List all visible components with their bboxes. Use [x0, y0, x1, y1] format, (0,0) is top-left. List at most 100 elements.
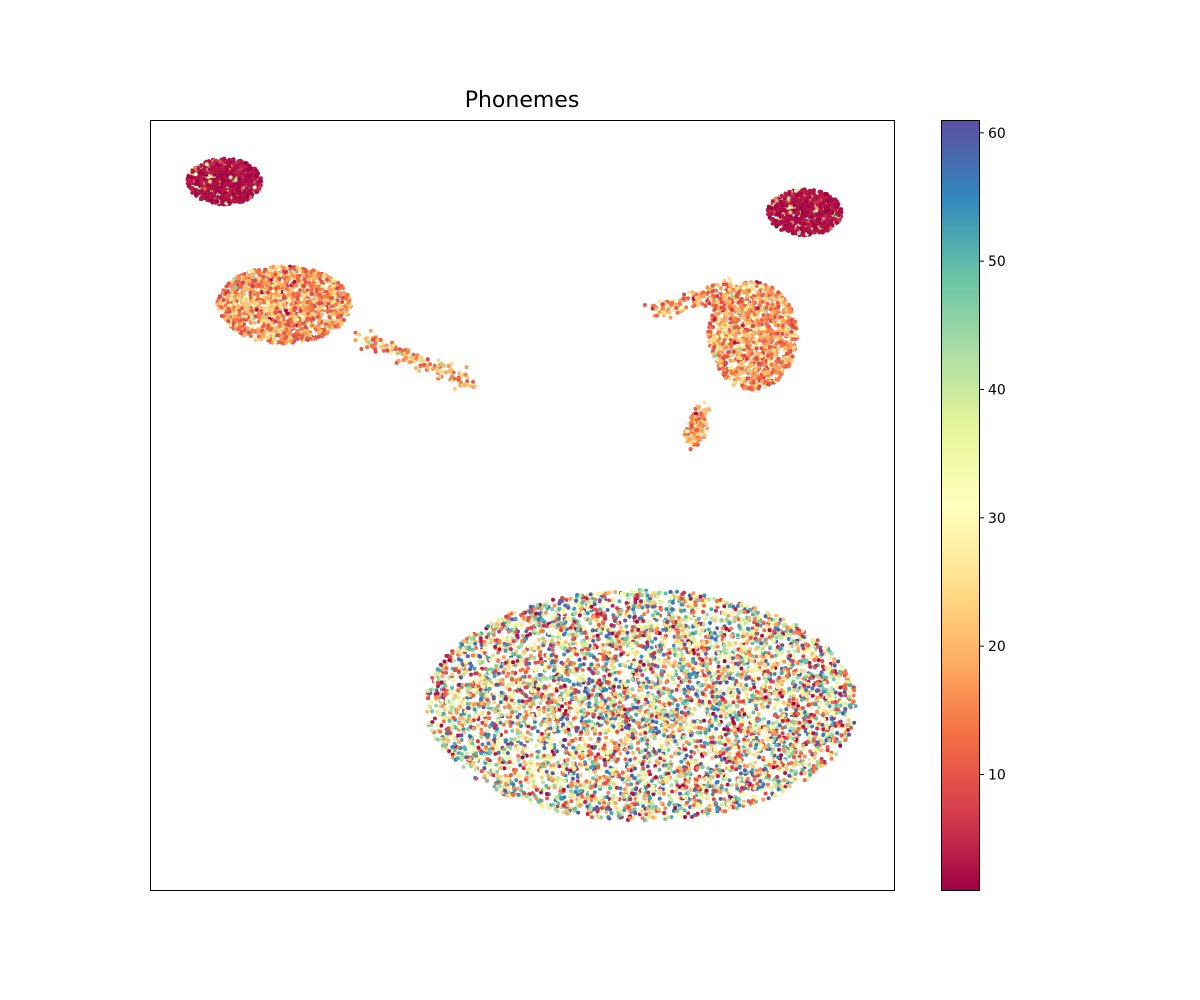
- scatter-point: [553, 700, 558, 704]
- scatter-point: [577, 657, 582, 662]
- scatter-point: [721, 777, 726, 782]
- scatter-point: [627, 808, 632, 812]
- scatter-point: [435, 691, 440, 696]
- scatter-point: [751, 668, 755, 673]
- scatter-point: [708, 621, 712, 625]
- scatter-point: [783, 771, 788, 775]
- scatter-point: [488, 620, 493, 625]
- scatter-point: [712, 731, 717, 736]
- scatter-point: [799, 697, 804, 702]
- scatter-point: [771, 662, 776, 667]
- scatter-point: [842, 690, 847, 695]
- scatter-point: [587, 756, 592, 761]
- scatter-point: [506, 671, 511, 676]
- scatter-point: [549, 777, 554, 782]
- scatter-point: [725, 664, 730, 669]
- scatter-point: [813, 720, 818, 725]
- scatter-point: [617, 808, 622, 813]
- scatter-point: [731, 692, 736, 697]
- scatter-point: [802, 721, 807, 726]
- scatter-point: [592, 602, 597, 607]
- scatter-point: [671, 615, 676, 620]
- scatter-point: [666, 656, 671, 660]
- scatter-point: [772, 732, 777, 737]
- scatter-point: [650, 719, 655, 724]
- scatter-point: [704, 788, 709, 793]
- scatter-point: [813, 747, 818, 752]
- scatter-point: [621, 662, 625, 667]
- scatter-point: [752, 685, 757, 690]
- scatter-point: [690, 783, 695, 788]
- scatter-point: [830, 700, 835, 705]
- scatter-point: [642, 612, 647, 617]
- scatter-point: [459, 700, 464, 705]
- scatter-point: [656, 690, 661, 695]
- scatter-point: [450, 752, 455, 757]
- scatter-point: [478, 654, 483, 659]
- scatter-point: [803, 762, 808, 767]
- scatter-point: [501, 655, 506, 660]
- scatter-point: [676, 683, 681, 688]
- scatter-point: [562, 625, 566, 630]
- scatter-point: [762, 628, 767, 633]
- scatter-point: [706, 684, 711, 689]
- scatter-point: [733, 641, 738, 645]
- scatter-point: [682, 642, 687, 647]
- scatter-point: [653, 636, 658, 641]
- scatter-point: [567, 662, 572, 667]
- scatter-point: [469, 672, 473, 677]
- scatter-point: [616, 694, 621, 699]
- scatter-point: [728, 703, 733, 708]
- scatter-point: [591, 776, 596, 781]
- scatter-point: [749, 719, 754, 724]
- scatter-point: [460, 755, 465, 760]
- scatter-point: [741, 617, 746, 622]
- scatter-point: [661, 627, 666, 632]
- scatter-point: [494, 762, 499, 767]
- scatter-point: [760, 633, 765, 638]
- scatter-point: [714, 754, 719, 759]
- scatter-point: [635, 705, 640, 710]
- scatter-point: [837, 670, 842, 675]
- scatter-point: [742, 763, 747, 768]
- scatter-point: [718, 680, 723, 685]
- scatter-point: [853, 704, 858, 709]
- scatter-point: [517, 703, 522, 708]
- scatter-point: [705, 612, 710, 617]
- scatter-point: [574, 598, 579, 603]
- scatter-point: [578, 783, 583, 788]
- scatter-point: [469, 632, 474, 637]
- scatter-point: [585, 611, 590, 616]
- scatter-point: [657, 730, 661, 734]
- scatter-point: [630, 625, 635, 629]
- scatter-point: [516, 753, 521, 758]
- scatter-point: [654, 720, 659, 725]
- scatter-point: [634, 786, 639, 791]
- scatter-point: [830, 741, 835, 746]
- scatter-point: [545, 796, 550, 801]
- scatter-point: [606, 741, 611, 746]
- scatter-point: [563, 697, 568, 702]
- scatter-point: [471, 726, 476, 731]
- scatter-point: [579, 631, 584, 636]
- scatter-point: [510, 710, 515, 715]
- scatter-point: [554, 609, 559, 614]
- scatter-point: [471, 653, 476, 658]
- scatter-point: [751, 735, 756, 740]
- scatter-point: [519, 622, 524, 627]
- scatter-point: [673, 739, 678, 744]
- scatter-point: [825, 669, 830, 674]
- scatter-point: [702, 751, 707, 756]
- scatter-point: [485, 729, 489, 734]
- scatter-point: [758, 637, 762, 642]
- scatter-point: [676, 676, 681, 680]
- scatter-point: [495, 679, 500, 684]
- scatter-point: [625, 630, 630, 635]
- scatter-point: [780, 694, 784, 699]
- scatter-point: [514, 778, 519, 783]
- scatter-point: [589, 722, 594, 727]
- scatter-point: [781, 617, 786, 622]
- scatter-point: [675, 783, 680, 788]
- scatter-point: [776, 787, 781, 792]
- scatter-point: [636, 699, 641, 704]
